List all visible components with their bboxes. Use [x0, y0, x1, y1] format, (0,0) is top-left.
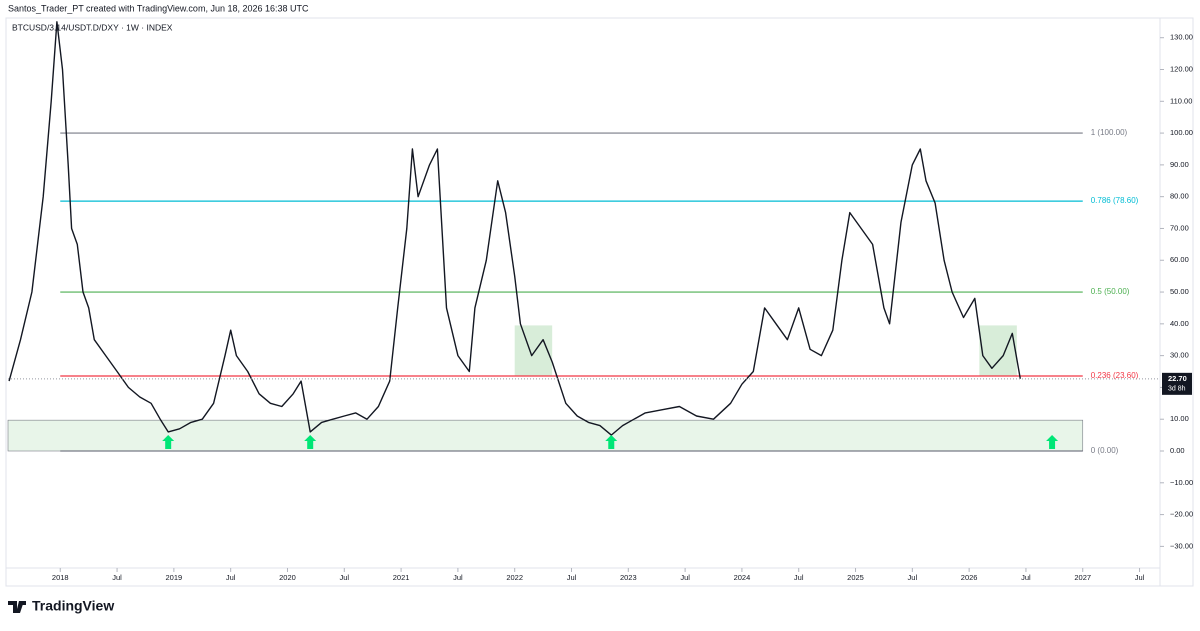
- x-tick-label: 2023: [620, 573, 637, 582]
- x-tick-label: 2020: [279, 573, 296, 582]
- x-tick-label: Jul: [339, 573, 349, 582]
- x-tick-label: 2025: [847, 573, 864, 582]
- last-price-box: [1162, 372, 1192, 395]
- highlight-box: [979, 325, 1017, 376]
- fib-label: 0 (0.00): [1091, 446, 1119, 455]
- y-tick-label: 30.00: [1170, 351, 1189, 360]
- y-tick-label: 50.00: [1170, 287, 1189, 296]
- fib-label: 0.786 (78.60): [1091, 196, 1139, 205]
- credit: Santos_Trader_PT created with TradingVie…: [8, 3, 309, 13]
- x-tick-label: 2019: [166, 573, 183, 582]
- y-tick-label: 80.00: [1170, 192, 1189, 201]
- last-price-label: 22.70: [1168, 374, 1187, 383]
- x-tick-label: 2021: [393, 573, 410, 582]
- x-tick-label: Jul: [1021, 573, 1031, 582]
- fib-label: 0.5 (50.00): [1091, 287, 1130, 296]
- symbol-title: BTCUSD/3.14/USDT.D/DXY · 1W · INDEX: [12, 22, 173, 32]
- logo: TradingView: [8, 598, 114, 614]
- fib-label: 1 (100.00): [1091, 128, 1128, 137]
- x-tick-label: Jul: [226, 573, 236, 582]
- y-tick-label: 40.00: [1170, 319, 1189, 328]
- y-tick-label: −10.00: [1170, 478, 1193, 487]
- x-tick-label: Jul: [567, 573, 577, 582]
- y-tick-label: 110.00: [1170, 96, 1192, 105]
- x-tick-label: Jul: [112, 573, 122, 582]
- x-tick-label: 2027: [1074, 573, 1091, 582]
- x-tick-label: Jul: [680, 573, 690, 582]
- x-tick-label: 2024: [734, 573, 751, 582]
- y-tick-label: 10.00: [1170, 414, 1189, 423]
- signal-arrow: [304, 435, 317, 450]
- countdown-label: 3d 8h: [1168, 386, 1186, 393]
- frame: [5, 17, 1194, 587]
- x-tick-label: Jul: [794, 573, 804, 582]
- x-tick-label: Jul: [453, 573, 463, 582]
- y-tick-label: −20.00: [1170, 510, 1193, 519]
- y-tick-label: 100.00: [1170, 128, 1193, 137]
- x-tick-label: Jul: [908, 573, 918, 582]
- signal-arrow: [1046, 435, 1059, 450]
- y-tick-label: 70.00: [1170, 223, 1189, 232]
- x-tick-label: 2022: [506, 573, 523, 582]
- y-tick-label: 130.00: [1170, 33, 1193, 42]
- signal-arrow: [162, 435, 175, 450]
- fib-label: 0.236 (23.60): [1091, 371, 1139, 380]
- x-tick-label: Jul: [1135, 573, 1145, 582]
- y-tick-label: 0.00: [1170, 446, 1185, 455]
- y-tick-label: −30.00: [1170, 541, 1193, 550]
- signal-arrow: [605, 435, 618, 450]
- y-tick-label: 90.00: [1170, 160, 1189, 169]
- y-tick-label: 120.00: [1170, 64, 1193, 73]
- y-tick-label: 60.00: [1170, 255, 1189, 264]
- x-tick-label: 2018: [52, 573, 69, 582]
- price-line: [8, 21, 1021, 436]
- x-tick-label: 2026: [961, 573, 978, 582]
- highlight-box: [514, 325, 553, 376]
- brand: TradingView: [32, 598, 114, 614]
